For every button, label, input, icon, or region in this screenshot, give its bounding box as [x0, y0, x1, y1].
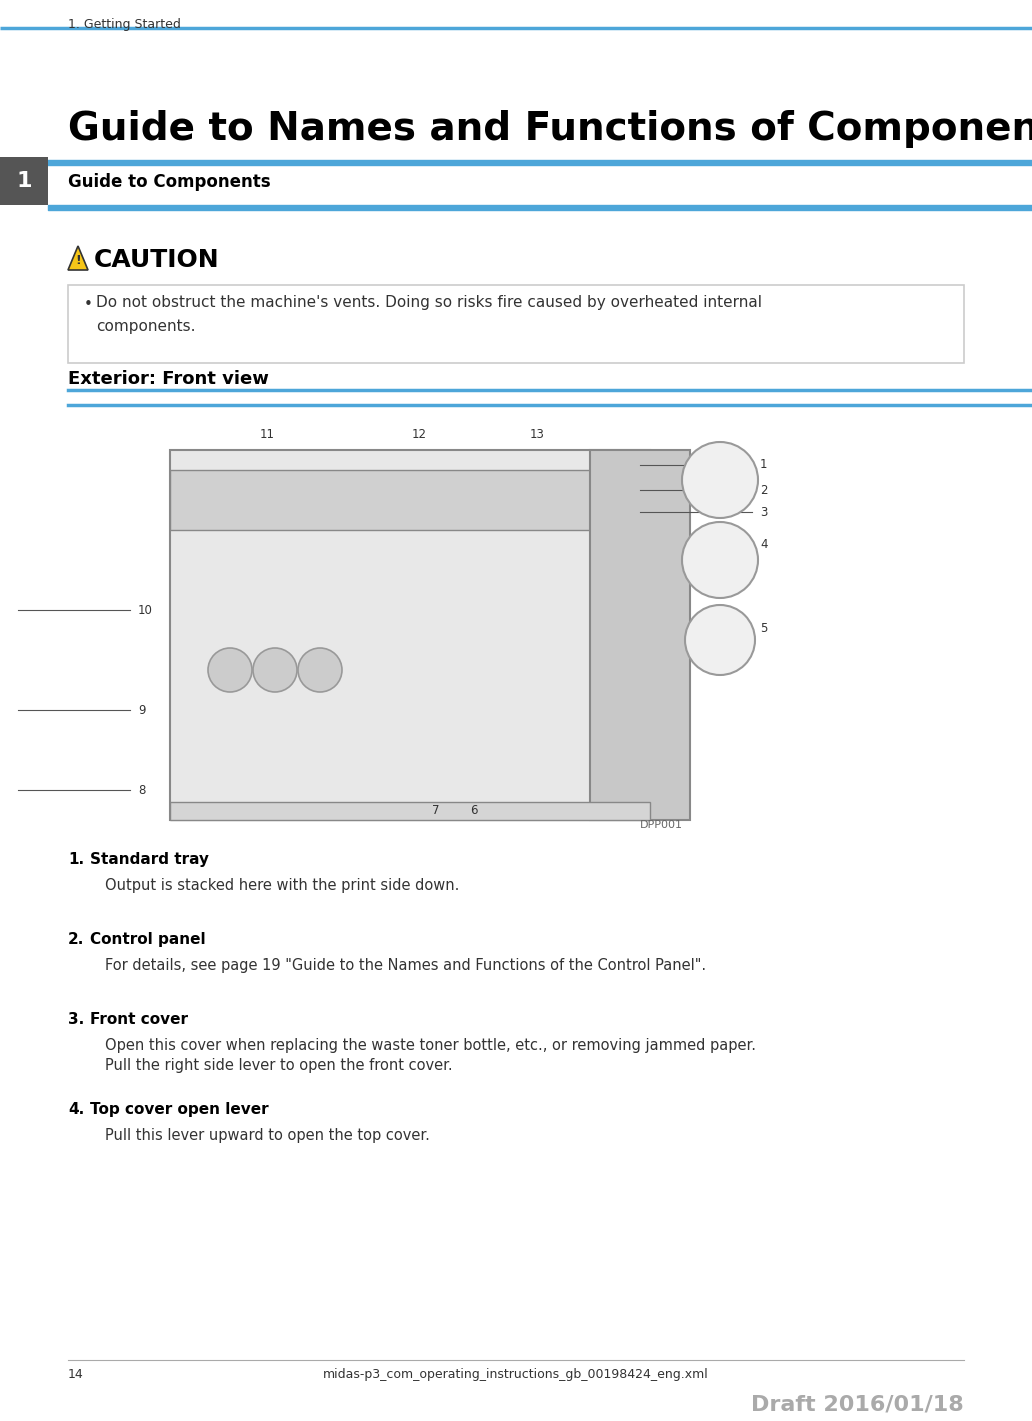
- Circle shape: [253, 648, 297, 692]
- Text: Standard tray: Standard tray: [90, 853, 209, 867]
- FancyBboxPatch shape: [170, 801, 650, 820]
- Circle shape: [298, 648, 342, 692]
- Circle shape: [208, 648, 252, 692]
- Text: 8: 8: [138, 783, 146, 797]
- Text: 1: 1: [17, 171, 32, 190]
- Text: Top cover open lever: Top cover open lever: [90, 1103, 268, 1117]
- Text: Open this cover when replacing the waste toner bottle, etc., or removing jammed : Open this cover when replacing the waste…: [105, 1037, 756, 1053]
- Text: DPP001: DPP001: [640, 820, 683, 830]
- Text: 2: 2: [760, 483, 768, 496]
- Text: !: !: [75, 253, 80, 267]
- Text: 3.: 3.: [68, 1012, 85, 1027]
- Text: components.: components.: [96, 318, 195, 334]
- Text: 6: 6: [470, 803, 478, 817]
- Text: Control panel: Control panel: [90, 932, 205, 946]
- Polygon shape: [68, 246, 88, 270]
- Text: CAUTION: CAUTION: [94, 249, 220, 271]
- Text: Guide to Names and Functions of Components: Guide to Names and Functions of Componen…: [68, 109, 1032, 148]
- FancyBboxPatch shape: [170, 470, 650, 530]
- Text: For details, see page 19 "Guide to the Names and Functions of the Control Panel": For details, see page 19 "Guide to the N…: [105, 958, 706, 973]
- Text: 10: 10: [138, 604, 153, 617]
- Text: 5: 5: [760, 621, 768, 635]
- Circle shape: [685, 605, 755, 675]
- Text: Pull the right side lever to open the front cover.: Pull the right side lever to open the fr…: [105, 1059, 453, 1073]
- Text: 2.: 2.: [68, 932, 85, 946]
- Text: midas-p3_com_operating_instructions_gb_00198424_eng.xml: midas-p3_com_operating_instructions_gb_0…: [323, 1368, 709, 1381]
- Text: 13: 13: [530, 429, 545, 442]
- Text: 4.: 4.: [68, 1103, 85, 1117]
- FancyBboxPatch shape: [170, 450, 650, 820]
- Text: Pull this lever upward to open the top cover.: Pull this lever upward to open the top c…: [105, 1128, 430, 1142]
- Text: 1.: 1.: [68, 853, 85, 867]
- Text: Draft 2016/01/18: Draft 2016/01/18: [751, 1395, 964, 1415]
- Text: 1. Getting Started: 1. Getting Started: [68, 18, 181, 31]
- Text: 14: 14: [68, 1368, 84, 1381]
- Text: 9: 9: [138, 703, 146, 716]
- Text: 7: 7: [432, 803, 440, 817]
- Text: Front cover: Front cover: [90, 1012, 188, 1027]
- Text: 1: 1: [760, 459, 768, 472]
- FancyBboxPatch shape: [0, 156, 49, 205]
- Text: 3: 3: [760, 506, 768, 519]
- Text: Do not obstruct the machine's vents. Doing so risks fire caused by overheated in: Do not obstruct the machine's vents. Doi…: [96, 296, 762, 310]
- Text: 4: 4: [760, 539, 768, 551]
- Text: 12: 12: [412, 429, 427, 442]
- Circle shape: [682, 442, 757, 519]
- Text: •: •: [84, 297, 93, 313]
- Text: Output is stacked here with the print side down.: Output is stacked here with the print si…: [105, 878, 459, 892]
- Text: Guide to Components: Guide to Components: [68, 173, 270, 190]
- Text: 11: 11: [260, 429, 275, 442]
- FancyBboxPatch shape: [590, 450, 690, 820]
- FancyBboxPatch shape: [68, 286, 964, 362]
- Text: Exterior: Front view: Exterior: Front view: [68, 369, 269, 388]
- Circle shape: [682, 522, 757, 598]
